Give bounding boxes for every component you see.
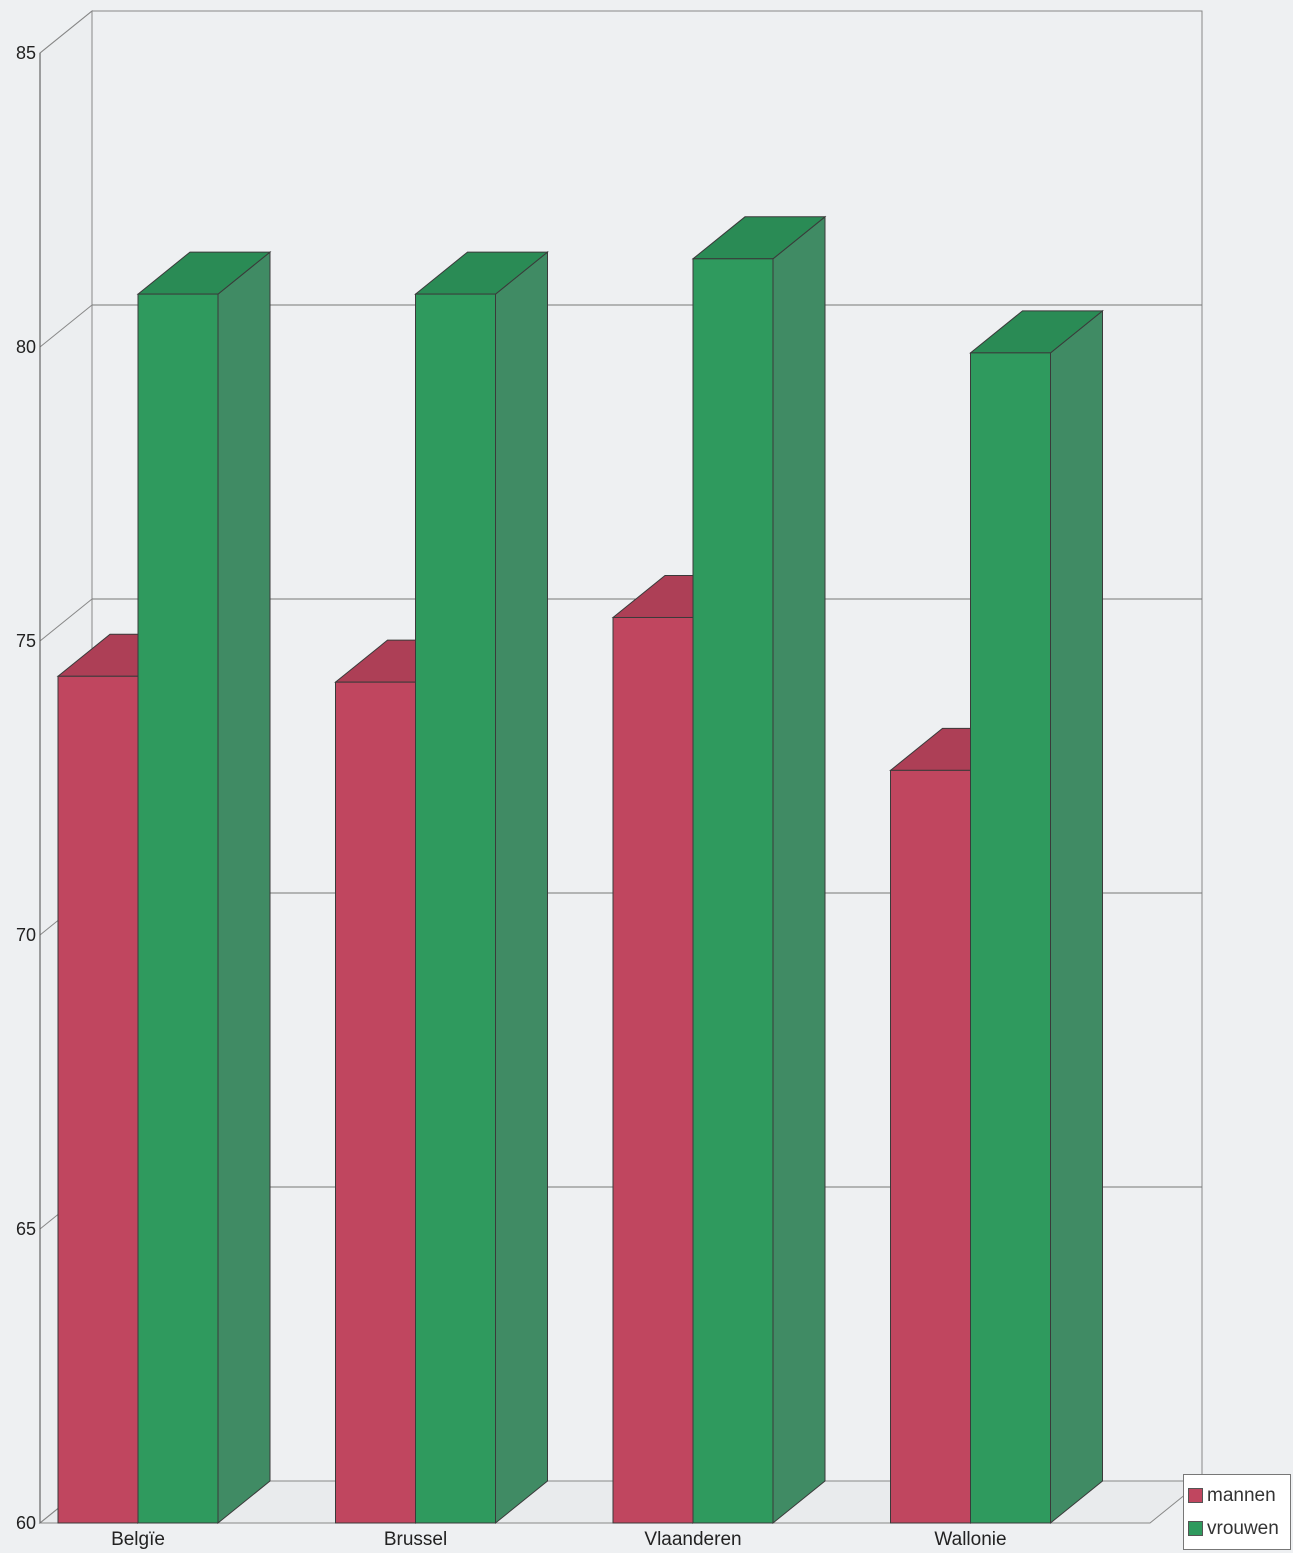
gridline-side — [39, 10, 93, 54]
legend-label-vrouwen: vrouwen — [1207, 1517, 1279, 1539]
bar-front — [137, 293, 219, 1524]
bar-front — [335, 681, 416, 1524]
legend: mannen vrouwen — [1183, 1474, 1291, 1550]
bar-front — [415, 293, 496, 1524]
y-tick-label: 75 — [16, 631, 36, 651]
y-tick-label: 65 — [16, 1219, 36, 1239]
x-tick-label: Wallonie — [934, 1529, 1006, 1550]
bar-side — [772, 215, 826, 1525]
y-tick-label: 70 — [16, 925, 36, 945]
bars — [56, 215, 1104, 1525]
gridline-side — [39, 304, 93, 348]
y-tick-label: 80 — [16, 337, 36, 357]
x-tick-label: Vlaanderen — [644, 1529, 741, 1550]
x-tick-label: Belgïe — [111, 1529, 165, 1550]
bar-side — [495, 251, 548, 1525]
x-axis: Belgïe Brussel Vlaanderen Wallonie — [111, 1529, 1007, 1550]
bar-front — [692, 258, 774, 1524]
legend-swatch-vrouwen — [1188, 1521, 1203, 1536]
y-tick-label: 60 — [16, 1513, 36, 1533]
legend-label-mannen: mannen — [1207, 1484, 1276, 1506]
legend-swatch-mannen — [1188, 1488, 1203, 1503]
bar-front — [57, 675, 139, 1524]
y-axis: 60 65 70 75 80 85 — [16, 43, 41, 1533]
bar-vrouwen-2 — [691, 215, 827, 1525]
bar-front — [612, 616, 694, 1524]
bar-vrouwen-1 — [414, 251, 549, 1525]
gridline-side — [39, 598, 93, 642]
bar-front — [890, 769, 971, 1524]
y-tick-label: 85 — [16, 43, 36, 63]
x-tick-label: Brussel — [384, 1529, 447, 1550]
bar-vrouwen-0 — [136, 251, 272, 1525]
bar-vrouwen-3 — [969, 309, 1104, 1525]
bar-side — [1050, 309, 1103, 1525]
legend-item-vrouwen: vrouwen — [1188, 1512, 1290, 1545]
legend-item-mannen: mannen — [1188, 1479, 1290, 1512]
bar-side — [217, 251, 271, 1525]
bar-front — [970, 352, 1051, 1524]
